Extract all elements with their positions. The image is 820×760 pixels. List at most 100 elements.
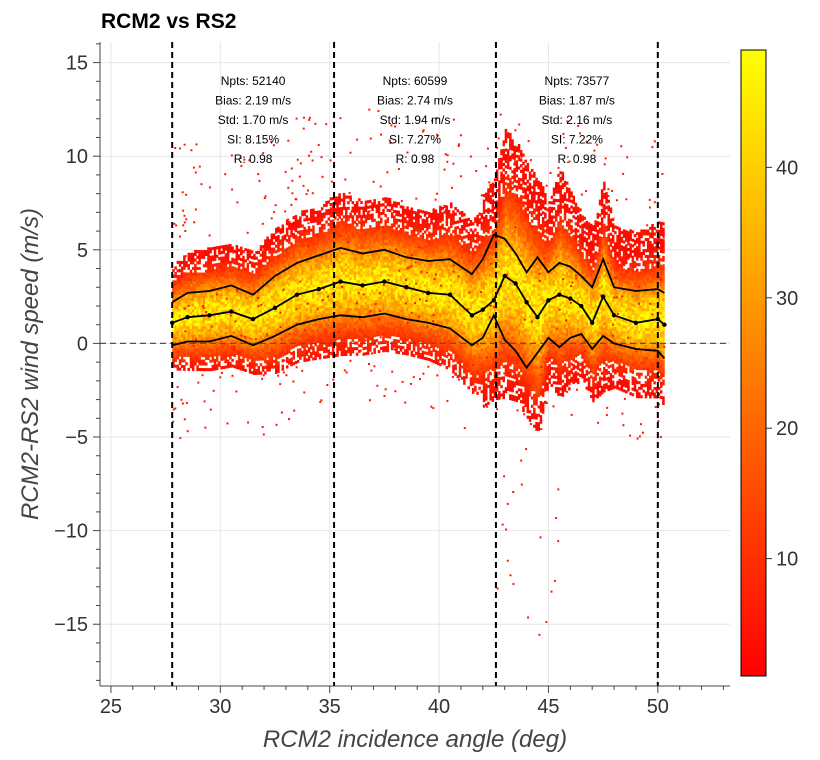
heat-cell (183, 258, 186, 262)
heat-cell (191, 342, 195, 346)
heat-cell (268, 345, 271, 349)
heat-cell (316, 300, 320, 304)
heat-cell (404, 273, 407, 277)
heat-cell (351, 220, 355, 224)
heat-cell (242, 261, 245, 265)
heat-cell (338, 342, 341, 346)
heat-cell (351, 299, 355, 303)
heat-cell (174, 316, 177, 320)
heat-cell (296, 317, 300, 321)
heat-cell (229, 286, 232, 290)
heat-cell (390, 279, 394, 283)
heat-cell (229, 249, 232, 253)
heat-cell (264, 298, 267, 302)
heat-cell (299, 269, 302, 273)
heat-cell (360, 290, 363, 294)
heat-cell (318, 325, 322, 329)
heat-cell (347, 265, 350, 269)
heat-cell (408, 235, 411, 239)
heat-cell (377, 251, 381, 255)
heat-cell (205, 252, 208, 256)
heat-cell (373, 319, 376, 323)
heat-cell (338, 297, 341, 301)
heat-cell (412, 286, 416, 290)
heat-cell (412, 269, 416, 273)
heat-cell (198, 309, 201, 313)
heat-cell (183, 283, 186, 287)
heat-cell (327, 211, 330, 215)
heat-cell (288, 268, 291, 272)
heat-cell (200, 325, 204, 329)
heat-cell (288, 319, 291, 323)
heat-cell (353, 302, 357, 306)
heat-cell (196, 250, 199, 254)
heat-cell (253, 290, 256, 294)
heat-cell (355, 243, 359, 247)
heat-cell (316, 334, 320, 338)
heat-cell (270, 340, 274, 344)
heat-cell (410, 224, 414, 228)
heat-cell (205, 317, 208, 321)
heat-cell (397, 213, 400, 217)
heat-cell (189, 320, 193, 324)
heat-cell (255, 318, 258, 322)
heat-cell (270, 298, 274, 302)
heat-cell (229, 322, 232, 326)
heat-cell (360, 206, 363, 210)
heat-cell (261, 320, 265, 324)
heat-cell (305, 313, 309, 317)
heat-cell (290, 276, 293, 280)
heat-cell (207, 247, 210, 251)
heat-cell (342, 302, 346, 306)
heat-cell (327, 270, 330, 274)
heat-cell (255, 262, 258, 266)
heat-cell (358, 231, 361, 235)
heat-cell (220, 366, 223, 370)
heat-cell (358, 240, 361, 244)
heat-cell (292, 224, 295, 228)
heat-cell (360, 299, 363, 303)
heat-cell (299, 272, 302, 276)
heat-cell (209, 334, 212, 338)
heat-cell (231, 260, 234, 264)
heat-cell (189, 317, 193, 321)
heat-cell (364, 237, 368, 241)
heat-cell (312, 219, 315, 223)
heat-cell (253, 284, 256, 288)
heat-cell (325, 296, 328, 300)
heat-cell (406, 214, 409, 218)
heat-cell (242, 354, 245, 358)
heat-cell (401, 292, 405, 296)
heat-cell (347, 274, 350, 278)
heat-cell (360, 243, 363, 247)
heat-cell (316, 303, 320, 307)
heat-cell (248, 308, 252, 312)
heat-cell (408, 221, 411, 225)
heat-cell (279, 281, 282, 285)
heat-cell (275, 303, 278, 307)
heat-cell (401, 253, 405, 257)
heat-cell (180, 261, 184, 265)
heat-cell (178, 283, 182, 287)
heat-cell (329, 247, 333, 251)
heat-cell (172, 328, 175, 332)
heat-cell (299, 289, 302, 293)
heat-cell (250, 334, 254, 338)
heat-cell (345, 324, 348, 328)
heat-cell (301, 210, 304, 214)
heat-cell (272, 247, 276, 251)
heat-cell (382, 338, 385, 342)
heat-cell (215, 279, 219, 283)
heat-cell (209, 306, 212, 310)
heat-cell (222, 318, 225, 322)
heat-cell (364, 231, 368, 235)
heat-cell (288, 316, 291, 320)
heat-cell (408, 302, 411, 306)
heat-cell (215, 299, 219, 303)
heat-cell (233, 334, 236, 338)
heat-cell (412, 275, 416, 279)
heat-cell (327, 276, 330, 280)
heat-cell (172, 311, 175, 315)
heat-cell (410, 249, 414, 253)
heat-cell (180, 331, 184, 335)
